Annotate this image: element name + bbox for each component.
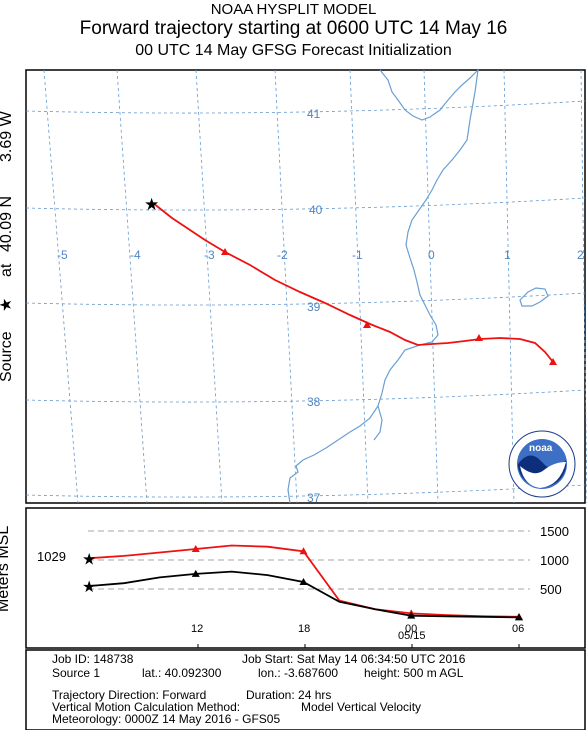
meridian-line <box>503 69 515 504</box>
meridian-line <box>195 69 223 504</box>
parallel-line <box>25 197 586 211</box>
parallel-line <box>25 292 586 306</box>
job-id: Job ID: 148738 <box>52 652 134 666</box>
longitude-label: 2 <box>577 248 584 262</box>
noaa-logo: noaa <box>508 430 576 498</box>
latitude-label: 39 <box>307 300 321 314</box>
source-lon: lon.: -3.687600 <box>258 666 339 680</box>
vertical-method-value: Model Vertical Velocity <box>301 700 422 714</box>
trajectory-markers <box>221 248 557 365</box>
longitude-label: -5 <box>57 248 68 262</box>
map-frame <box>25 69 586 504</box>
meridian-line <box>423 69 439 504</box>
source-lat: lat.: 40.092300 <box>142 666 222 680</box>
source-id: Source 1 <box>52 666 101 680</box>
hour-marker <box>363 321 371 328</box>
meridian-line <box>349 69 369 504</box>
date-label: 05/15 <box>398 630 426 642</box>
meridian-line <box>116 69 148 504</box>
source-star-icon: ★ <box>144 195 159 214</box>
logo-text: noaa <box>529 443 553 454</box>
longitude-label: -2 <box>277 248 288 262</box>
latitude-label: 40 <box>309 203 323 217</box>
hour-marker <box>475 334 483 341</box>
hour-marker <box>221 248 229 255</box>
start-height-label: 1029 <box>37 549 66 564</box>
map-grid <box>25 69 587 504</box>
vertical-method: Vertical Motion Calculation Method: <box>52 700 241 714</box>
meridian-line <box>274 69 298 504</box>
chart-title: NOAA HYSPLIT MODEL <box>210 1 377 18</box>
trajectory-direction: Trajectory Direction: Forward <box>52 688 207 702</box>
meridian-line <box>580 69 587 504</box>
latitude-label: 37 <box>307 491 321 505</box>
meridian-line <box>43 69 79 504</box>
trajectory-path <box>152 202 554 363</box>
parallel-line <box>25 100 586 114</box>
latitude-label: 38 <box>307 395 321 409</box>
longitude-label: -4 <box>130 248 141 262</box>
longitude-label: 0 <box>428 248 435 262</box>
chart-subtitle: Forward trajectory starting at 0600 UTC … <box>79 18 508 39</box>
longitude-labels: -5 -4 -3 -2 -1 0 1 2 <box>57 248 584 262</box>
parallel-line <box>25 389 586 403</box>
meteorology: Meteorology: 0000Z 14 May 2016 - GFS05 <box>52 712 281 726</box>
coastline <box>287 68 549 504</box>
latitude-label: 41 <box>307 107 321 121</box>
longitude-label: -3 <box>204 248 215 262</box>
latitude-labels: 41 40 39 38 37 <box>307 107 323 505</box>
longitude-label: -1 <box>352 248 363 262</box>
source-height: height: 500 m AGL <box>364 666 464 680</box>
vertical-ylabel-text: Meters MSL <box>0 525 12 612</box>
parallel-line <box>25 484 586 498</box>
hour-marker <box>549 358 557 365</box>
job-start: Job Start: Sat May 14 06:34:50 UTC 2016 <box>242 652 466 666</box>
longitude-label: 1 <box>504 248 511 262</box>
duration: Duration: 24 hrs <box>246 688 332 702</box>
chart-init-line: 00 UTC 14 May GFSG Forecast Initializati… <box>135 42 452 59</box>
